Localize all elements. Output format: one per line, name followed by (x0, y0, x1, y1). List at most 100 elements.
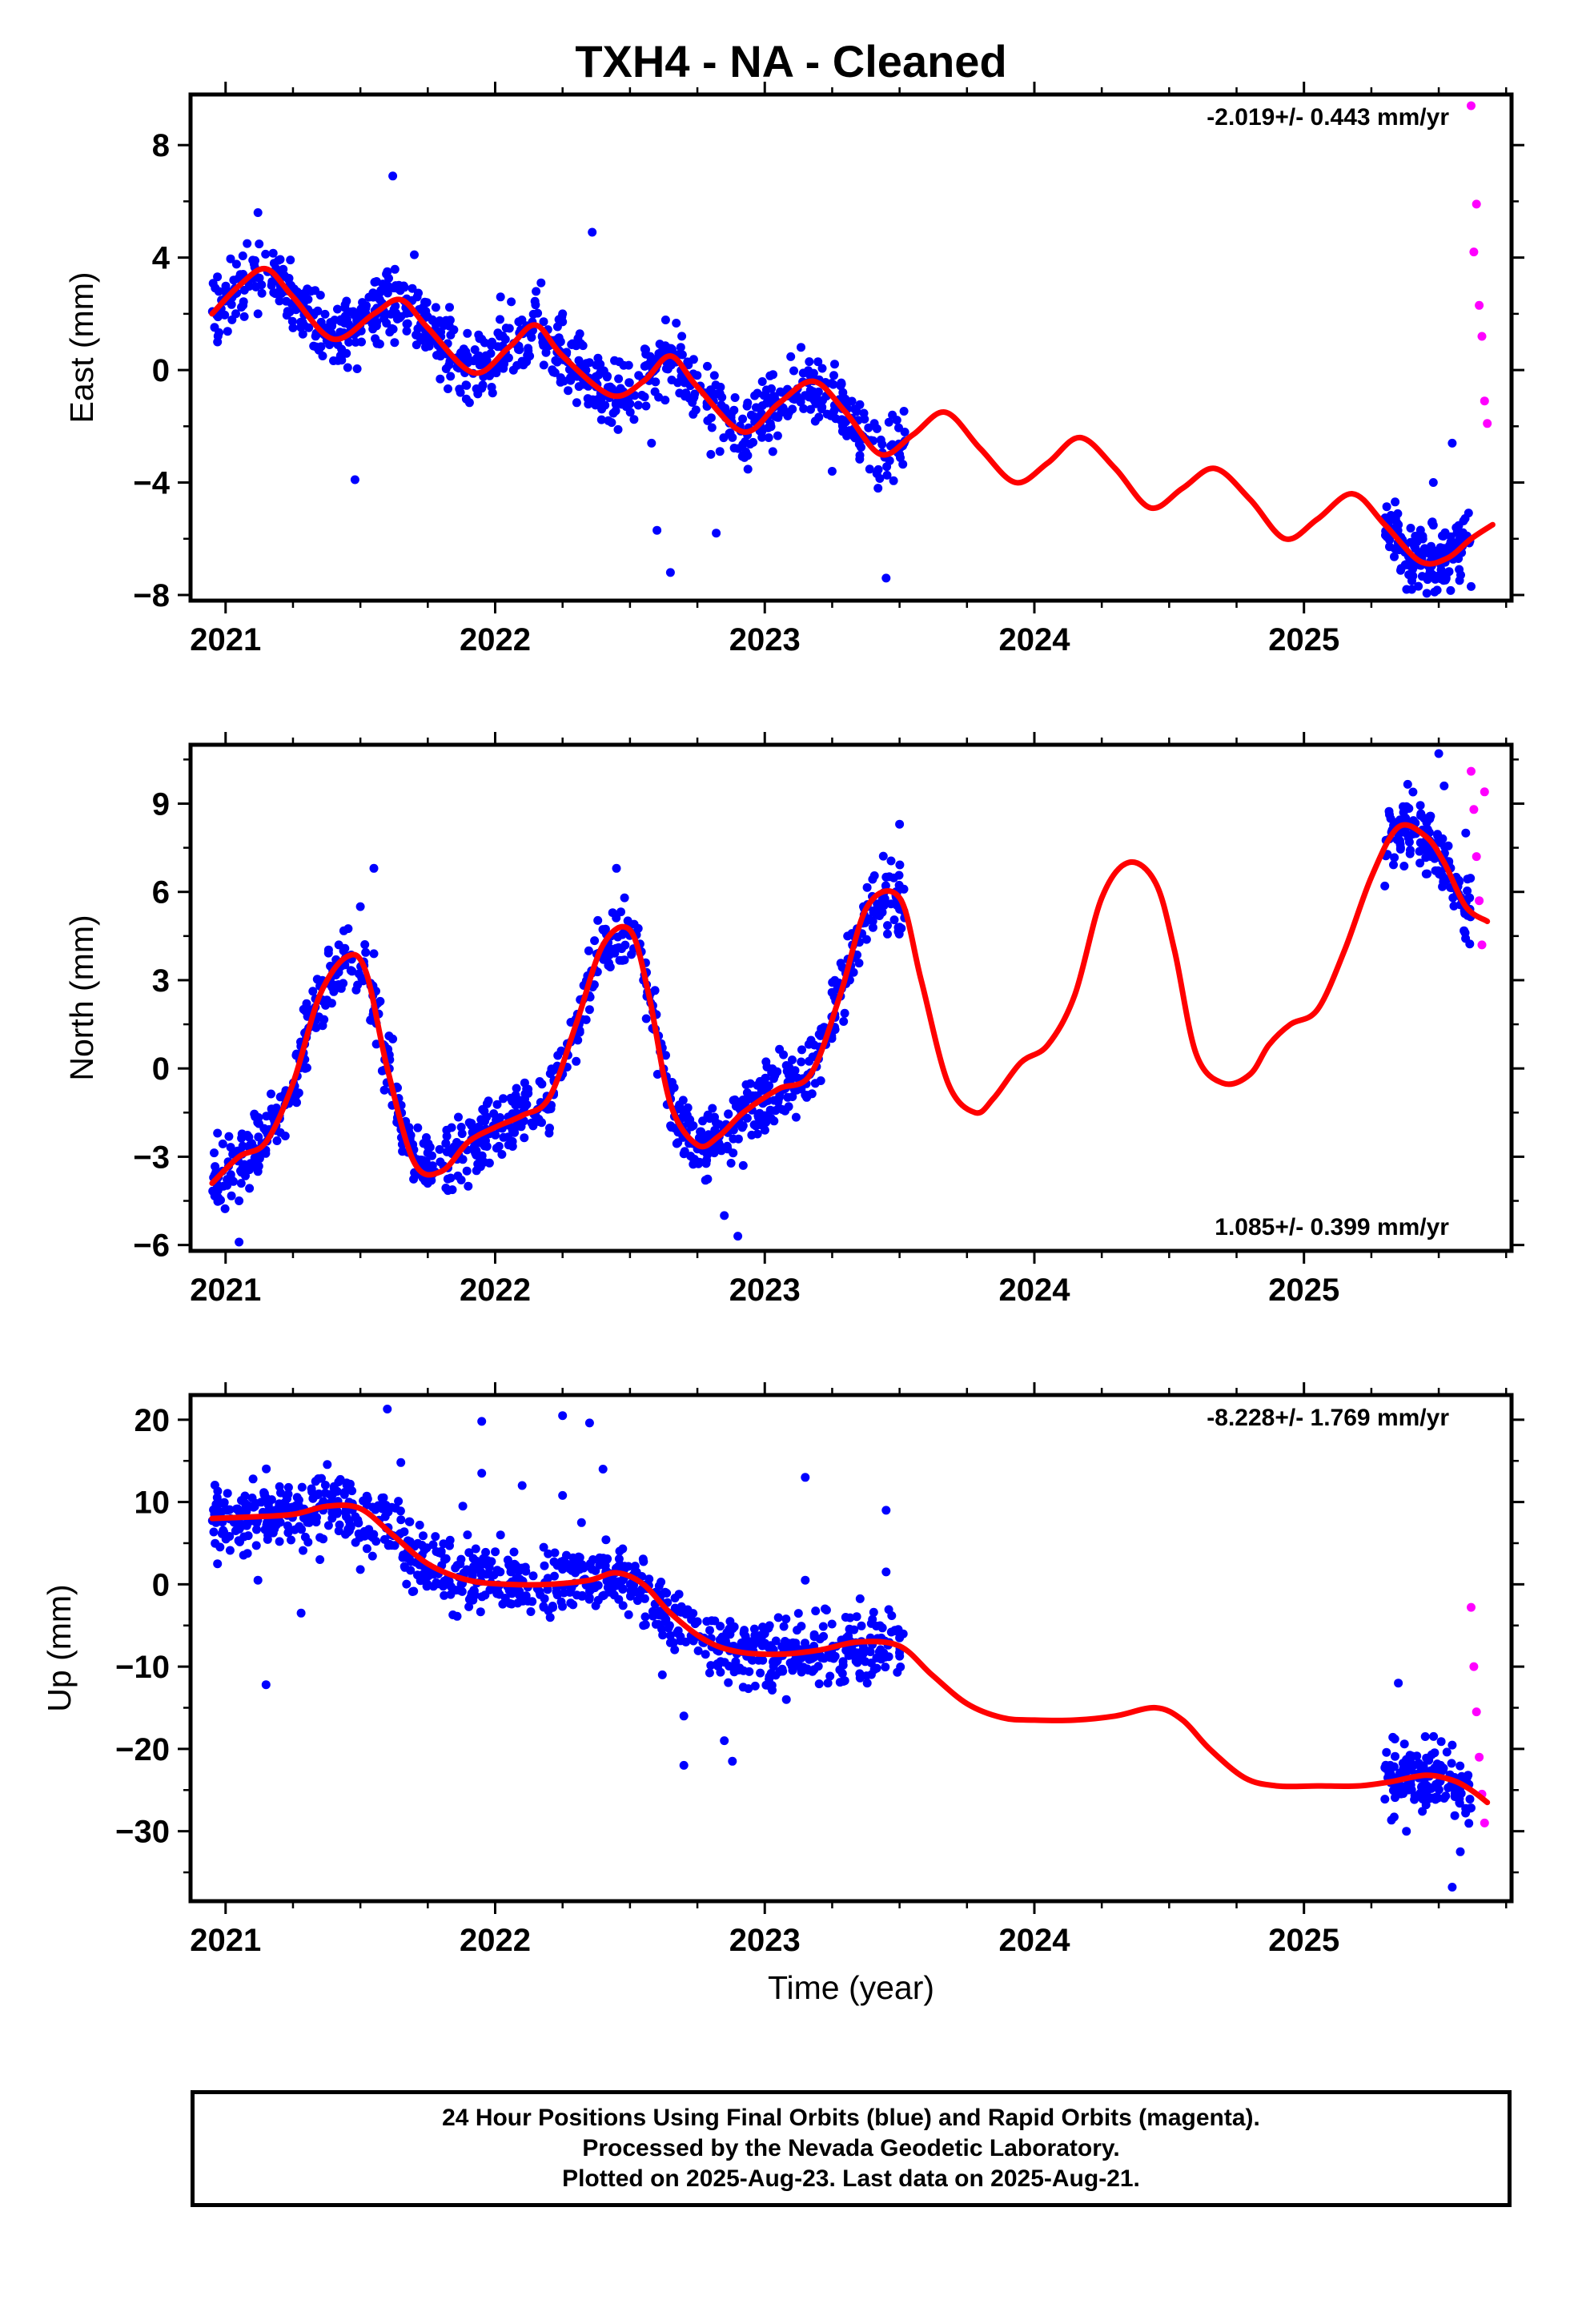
final-orbit-point (224, 1132, 234, 1141)
final-orbit-point (726, 1159, 736, 1168)
final-orbit-point (409, 1586, 419, 1596)
final-orbit-point (797, 343, 805, 352)
final-orbit-point (231, 259, 241, 269)
final-orbit-point (1387, 1815, 1396, 1825)
final-orbit-point (540, 1594, 549, 1603)
final-orbit-point (573, 1035, 583, 1045)
final-orbit-point (654, 392, 664, 402)
final-orbit-point (517, 360, 527, 369)
final-orbit-point (377, 1066, 387, 1076)
y-tick-label: 4 (152, 241, 171, 276)
rapid-orbit-point (1480, 1818, 1489, 1827)
final-orbit-point (703, 361, 712, 371)
y-tick-label: −10 (115, 1650, 170, 1685)
final-orbit-point (816, 1031, 825, 1040)
y-tick-label: 3 (152, 963, 170, 999)
final-orbit-point (1456, 1761, 1465, 1771)
final-orbit-point (624, 1610, 633, 1619)
final-orbit-point (1393, 509, 1403, 518)
final-orbit-point (612, 863, 621, 873)
final-orbit-point (779, 1050, 789, 1059)
final-orbit-point (229, 275, 239, 285)
final-orbit-point (388, 171, 398, 181)
final-orbit-point (451, 1563, 460, 1573)
final-orbit-point (788, 1092, 797, 1101)
final-orbit-point (1466, 874, 1476, 883)
final-orbit-point (1402, 1827, 1411, 1836)
final-orbit-point (793, 1626, 801, 1635)
final-orbit-point (512, 1573, 521, 1582)
final-orbit-point (499, 1132, 508, 1142)
final-orbit-point (889, 915, 899, 925)
final-orbit-point (558, 317, 568, 327)
final-orbit-point (764, 433, 773, 442)
final-orbit-point (657, 1624, 667, 1634)
final-orbit-point (779, 1622, 789, 1631)
final-orbit-point (308, 987, 318, 996)
final-orbit-point (461, 394, 471, 404)
x-tick-label: 2023 (729, 622, 801, 657)
final-orbit-point (681, 1637, 691, 1647)
final-orbit-point (689, 1156, 699, 1166)
final-orbit-point (335, 351, 345, 360)
final-orbit-point (584, 1005, 594, 1015)
final-orbit-point (227, 1191, 236, 1200)
final-orbit-point (748, 1091, 757, 1100)
final-orbit-point (438, 1580, 448, 1590)
final-orbit-point (225, 1546, 235, 1555)
final-orbit-point (545, 1069, 555, 1079)
final-orbit-point (532, 287, 541, 296)
final-orbit-point (1395, 815, 1405, 825)
final-orbit-point (1447, 1759, 1456, 1768)
final-orbit-point (432, 351, 441, 360)
final-orbit-point (887, 1611, 897, 1620)
final-orbit-point (261, 249, 271, 259)
rapid-orbit-point (1467, 1602, 1476, 1612)
final-orbit-point (855, 1669, 865, 1679)
final-orbit-point (601, 1535, 611, 1545)
final-orbit-point (881, 881, 890, 891)
final-orbit-point (736, 1100, 745, 1110)
final-orbit-point (716, 1622, 725, 1631)
final-orbit-point (1391, 497, 1400, 507)
final-orbit-point (618, 1601, 628, 1610)
final-orbit-point (814, 1679, 824, 1689)
final-orbit-point (636, 1593, 646, 1602)
final-orbit-point (1453, 537, 1463, 547)
final-orbit-point (221, 1506, 231, 1515)
final-orbit-point (624, 360, 633, 370)
final-orbit-point (332, 1506, 342, 1515)
final-orbit-point (762, 1062, 772, 1072)
final-orbit-point (568, 1553, 578, 1562)
final-orbit-point (1435, 543, 1445, 553)
final-orbit-point (440, 1554, 449, 1564)
final-orbit-point (364, 292, 374, 302)
final-orbit-point (670, 1645, 680, 1655)
final-orbit-point (400, 1527, 409, 1537)
final-orbit-point (210, 1481, 219, 1490)
final-orbit-point (741, 1080, 751, 1089)
final-orbit-point (797, 1057, 806, 1067)
final-orbit-point (865, 464, 874, 474)
final-orbit-point (773, 1613, 783, 1622)
final-orbit-point (829, 408, 838, 417)
final-orbit-point (243, 239, 252, 248)
final-orbit-point (1403, 561, 1412, 570)
final-orbit-point (491, 1547, 500, 1557)
rapid-orbit-point (1477, 332, 1487, 341)
final-orbit-point (544, 1128, 554, 1138)
final-orbit-point (853, 950, 861, 959)
x-tick-label: 2021 (190, 1273, 261, 1308)
final-orbit-point (477, 1592, 487, 1602)
final-orbit-point (353, 980, 363, 990)
rapid-orbit-point (1472, 1707, 1481, 1717)
final-orbit-point (757, 401, 767, 411)
final-orbit-point (484, 1158, 494, 1168)
final-orbit-point (806, 404, 815, 414)
final-orbit-point (1414, 581, 1423, 591)
caption-box: 24 Hour Positions Using Final Orbits (bl… (191, 2090, 1512, 2207)
final-orbit-point (544, 1549, 553, 1558)
final-orbit-point (329, 987, 339, 996)
final-orbit-point (715, 447, 725, 456)
final-orbit-point (1447, 438, 1457, 448)
